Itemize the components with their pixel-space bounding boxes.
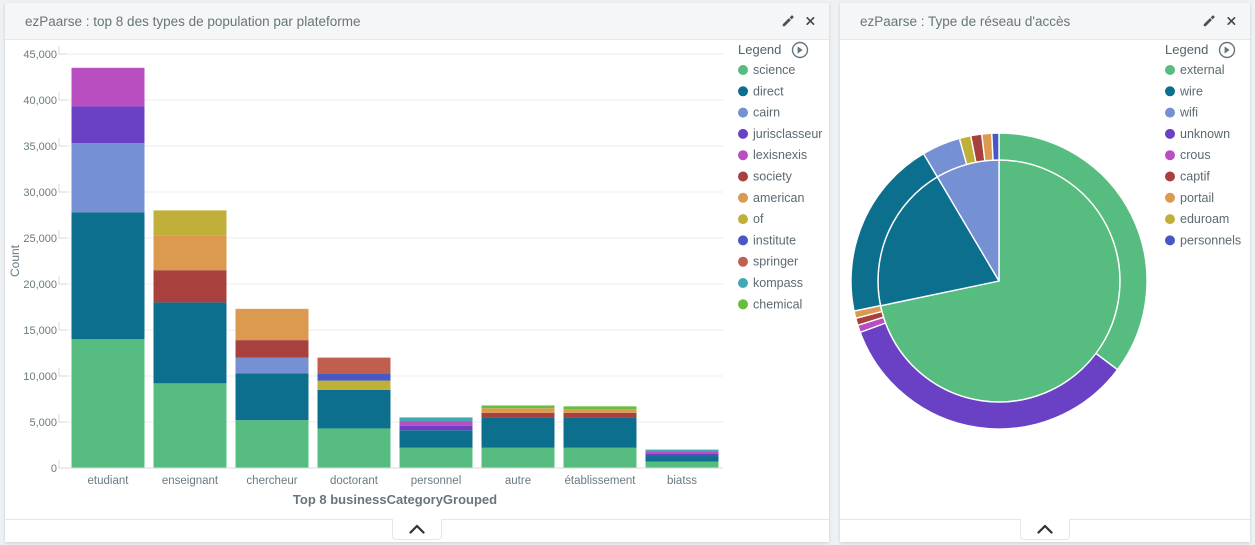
svg-text:kompass: kompass — [753, 276, 803, 290]
svg-text:35,000: 35,000 — [23, 141, 57, 153]
svg-text:personnels: personnels — [1180, 233, 1241, 247]
svg-text:direct: direct — [753, 84, 784, 98]
svg-text:springer: springer — [753, 255, 798, 269]
svg-text:chercheur: chercheur — [246, 475, 297, 487]
svg-text:american: american — [753, 191, 804, 205]
svg-text:portail: portail — [1180, 191, 1214, 205]
svg-text:15,000: 15,000 — [23, 325, 57, 337]
svg-text:science: science — [753, 63, 795, 77]
svg-text:unknown: unknown — [1180, 127, 1230, 141]
svg-text:10,000: 10,000 — [23, 371, 57, 383]
svg-text:lexisnexis: lexisnexis — [753, 148, 807, 162]
svg-text:chemical: chemical — [753, 297, 802, 311]
svg-text:wire: wire — [1179, 84, 1203, 98]
svg-text:society: society — [753, 170, 793, 184]
svg-text:of: of — [753, 212, 764, 226]
svg-text:wifi: wifi — [1179, 106, 1198, 120]
svg-text:Count: Count — [8, 244, 22, 277]
svg-text:25,000: 25,000 — [23, 233, 57, 245]
svg-text:etudiant: etudiant — [88, 475, 130, 487]
svg-text:doctorant: doctorant — [330, 475, 379, 487]
svg-text:institute: institute — [753, 233, 796, 247]
svg-text:établissement: établissement — [565, 475, 637, 487]
svg-text:autre: autre — [505, 475, 531, 487]
svg-text:eduroam: eduroam — [1180, 212, 1229, 226]
svg-text:30,000: 30,000 — [23, 187, 57, 199]
svg-text:Legend: Legend — [1165, 42, 1208, 57]
svg-text:20,000: 20,000 — [23, 279, 57, 291]
svg-text:captif: captif — [1180, 170, 1210, 184]
svg-text:jurisclasseur: jurisclasseur — [752, 127, 822, 141]
svg-text:40,000: 40,000 — [23, 95, 57, 107]
svg-text:enseignant: enseignant — [162, 475, 219, 487]
svg-text:0: 0 — [51, 463, 57, 475]
svg-text:Top 8 businessCategoryGrouped: Top 8 businessCategoryGrouped — [293, 492, 497, 507]
svg-text:personnel: personnel — [411, 475, 462, 487]
svg-text:Legend: Legend — [738, 42, 781, 57]
svg-text:5,000: 5,000 — [29, 417, 57, 429]
svg-text:cairn: cairn — [753, 106, 780, 120]
svg-text:external: external — [1180, 63, 1224, 77]
svg-text:biatss: biatss — [667, 475, 697, 487]
svg-text:crous: crous — [1180, 148, 1211, 162]
svg-text:45,000: 45,000 — [23, 49, 57, 61]
